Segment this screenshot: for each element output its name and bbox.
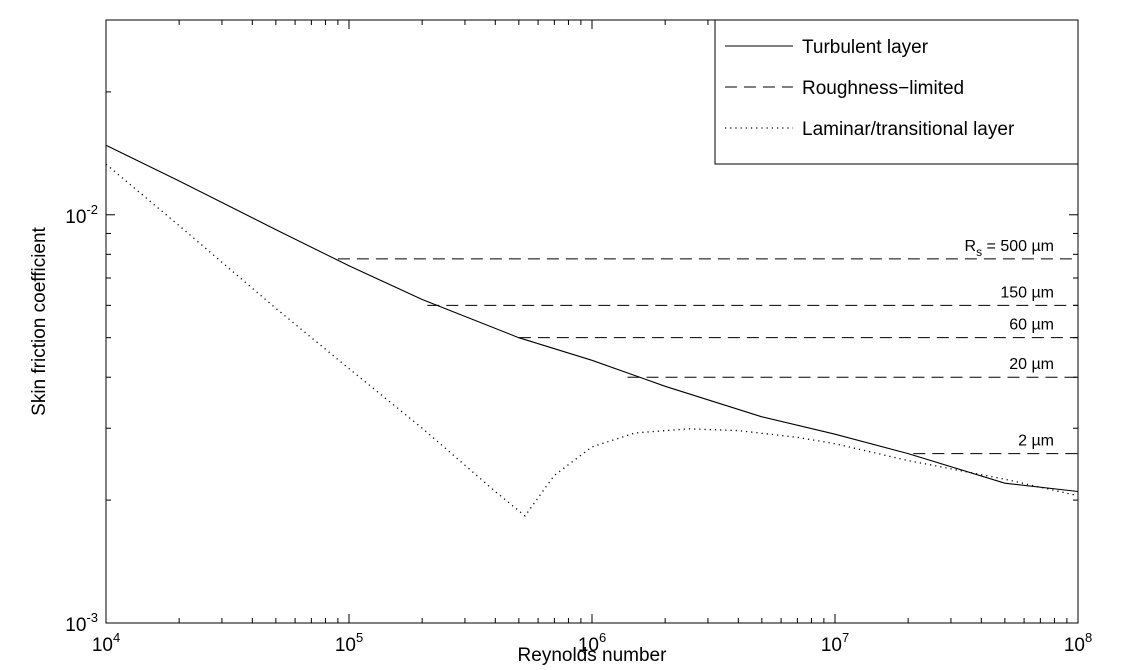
legend-label-1: Roughness−limited: [802, 78, 964, 99]
x-tick-label-1: 105: [335, 630, 363, 656]
roughness-label-0: Rs = 500 µm: [965, 238, 1054, 259]
roughness-label-1: 150 µm: [1000, 284, 1054, 301]
y-tick-label-1: 10-2: [65, 202, 98, 228]
legend-label-2: Laminar/transitional layer: [802, 119, 1015, 140]
x-tick-label-2: 106: [578, 630, 606, 656]
roughness-label-3: 20 µm: [1009, 356, 1054, 373]
roughness-label-2: 60 µm: [1009, 317, 1054, 334]
legend-label-0: Turbulent layer: [802, 37, 929, 58]
plot-area: [106, 144, 1078, 517]
x-tick-label-3: 107: [821, 630, 849, 656]
series-line-0: [106, 144, 1078, 493]
roughness-label-4: 2 µm: [1018, 433, 1054, 450]
y-axis-title: Skin friction coefficient: [29, 226, 50, 415]
x-axis-title: Reynolds number: [518, 645, 668, 666]
x-tick-label-0: 104: [92, 630, 120, 656]
series-line-1: [106, 163, 1078, 517]
legend-box: [714, 19, 1079, 165]
x-tick-label-4: 108: [1064, 630, 1092, 656]
y-tick-label-0: 10-3: [65, 610, 98, 636]
